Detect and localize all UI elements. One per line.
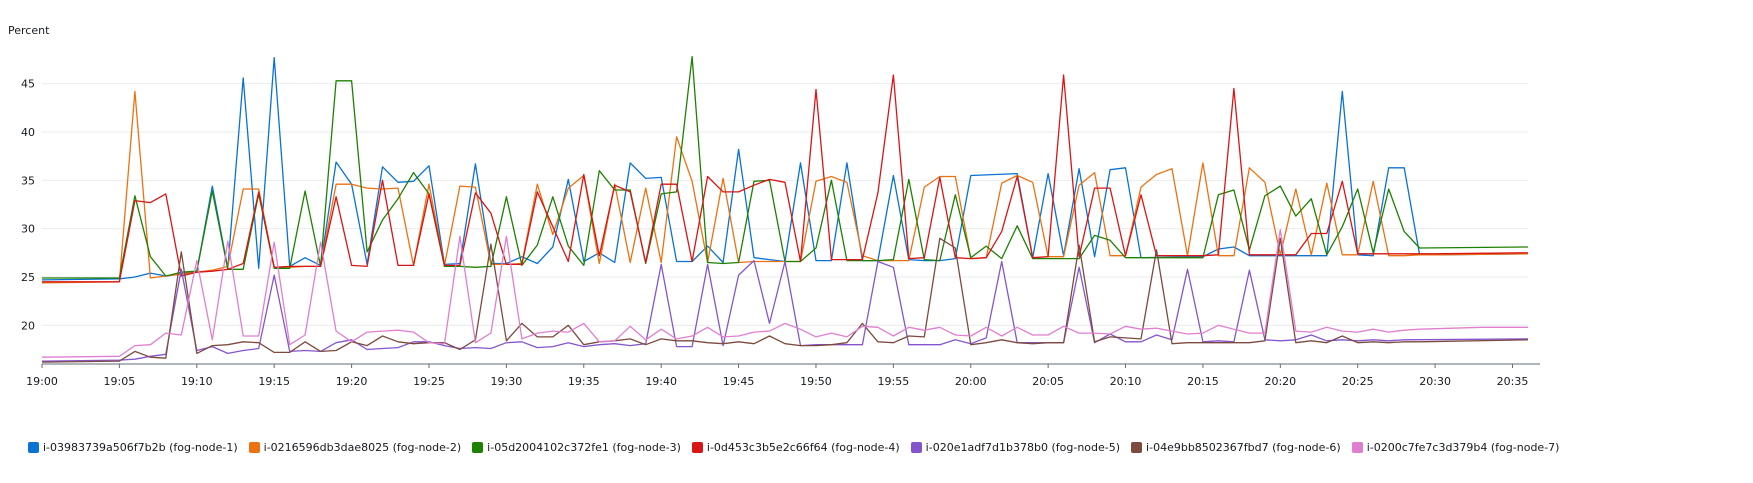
legend-swatch [472,442,484,453]
legend-item-7[interactable]: i-0200c7fe7c3d379b4 (fog-node-7) [1351,441,1560,454]
x-tick-label: 19:15 [258,375,290,388]
y-tick-label: 25 [21,271,35,284]
legend-swatch [910,442,922,453]
x-tick-label: 19:20 [336,375,368,388]
series-line-7 [41,228,1528,358]
legend: i-03983739a506f7b2b (fog-node-1) i-021659… [28,441,1559,454]
series-line-1 [41,56,1529,281]
legend-label: i-0216596db3dae8025 (fog-node-2) [263,441,462,454]
x-tick-label: 20:35 [1497,375,1529,388]
y-tick-label: 45 [21,78,35,91]
legend-swatch [28,442,39,453]
x-tick-label: 20:25 [1342,375,1374,388]
x-tick-label: 19:55 [878,375,910,388]
legend-swatch [1131,442,1143,453]
plot-area: 20 25 30 35 40 45 19:00 19:05 19:10 19:15 19:20 19:… [21,55,1540,388]
legend-label: i-05d2004102c372fe1 (fog-node-3) [487,441,681,454]
legend-label: i-0200c7fe7c3d379b4 (fog-node-7) [1366,441,1560,454]
x-tick-label: 19:10 [181,375,213,388]
x-tick-label: 19:50 [800,375,832,388]
x-tick-label: 20:20 [1264,375,1296,388]
x-tick-label: 19:00 [26,375,58,388]
legend-swatch [248,442,260,453]
legend-item-4[interactable]: i-0d453c3b5e2c66f64 (fog-node-4) [691,441,900,454]
y-tick-label: 20 [21,319,35,332]
x-tick-label: 19:45 [723,375,755,388]
x-tick-label: 19:25 [413,375,445,388]
y-tick-label: 40 [21,126,35,139]
legend-item-6[interactable]: i-04e9bb8502367fbd7 (fog-node-6) [1131,441,1341,454]
legend-label: i-03983739a506f7b2b (fog-node-1) [43,441,238,454]
x-tick-label: 19:05 [104,375,136,388]
series-line-2 [41,90,1529,284]
series-line-4 [42,74,1529,283]
legend-item-1[interactable]: i-03983739a506f7b2b (fog-node-1) [28,441,238,454]
x-tick-label: 19:35 [568,375,600,388]
series-line-6 [41,237,1529,363]
x-tick-label: 20:15 [1187,375,1219,388]
x-tick-label: 20:10 [1110,375,1142,388]
legend-swatch [1351,442,1363,453]
legend-item-2[interactable]: i-0216596db3dae8025 (fog-node-2) [248,441,462,454]
legend-label: i-04e9bb8502367fbd7 (fog-node-6) [1146,441,1341,454]
y-tick-label: 35 [21,174,35,187]
legend-item-5[interactable]: i-020e1adf7d1b378b0 (fog-node-5) [910,441,1121,454]
series-line-5 [41,259,1529,362]
series-line-3 [42,55,1529,279]
legend-item-3[interactable]: i-05d2004102c372fe1 (fog-node-3) [472,441,681,454]
y-axis-unit-label: Percent [8,24,50,37]
x-tick-label: 20:30 [1419,375,1451,388]
legend-label: i-0d453c3b5e2c66f64 (fog-node-4) [706,441,900,454]
x-tick-label: 19:40 [645,375,677,388]
legend-label: i-020e1adf7d1b378b0 (fog-node-5) [925,441,1121,454]
x-tick-label: 20:05 [1032,375,1064,388]
x-tick-label: 20:00 [955,375,987,388]
y-tick-label: 30 [21,223,35,236]
x-tick-label: 19:30 [491,375,523,388]
legend-swatch [691,442,703,453]
